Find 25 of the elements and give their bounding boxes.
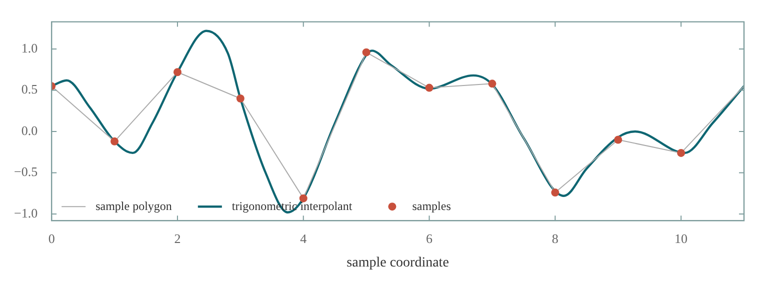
point — [551, 188, 560, 197]
point — [614, 136, 622, 144]
y-tick-label: 0.0 — [21, 122, 38, 138]
x-tick-label: 10 — [674, 230, 688, 246]
legend-label: samples — [412, 198, 452, 213]
point — [425, 84, 434, 92]
x-tick-label: 6 — [426, 230, 434, 246]
x-tick-label: 4 — [300, 230, 308, 246]
point — [677, 148, 686, 157]
point — [488, 80, 496, 88]
point — [362, 48, 370, 56]
point — [173, 68, 182, 76]
x-tick-label: 0 — [48, 230, 55, 246]
point — [110, 137, 119, 146]
x-tick-label: 2 — [174, 230, 181, 246]
x-axis-title: sample coordinate — [346, 255, 449, 270]
point — [299, 194, 308, 202]
legend-label: sample polygon — [96, 198, 172, 213]
x-tick-label: 8 — [552, 230, 558, 246]
y-tick-label: −1.0 — [14, 205, 38, 220]
line-series — [52, 30, 744, 214]
point — [236, 94, 244, 103]
y-tick-label: 1.0 — [21, 40, 38, 56]
y-tick-label: 0.5 — [21, 82, 38, 97]
y-tick-label: −0.5 — [14, 164, 38, 180]
